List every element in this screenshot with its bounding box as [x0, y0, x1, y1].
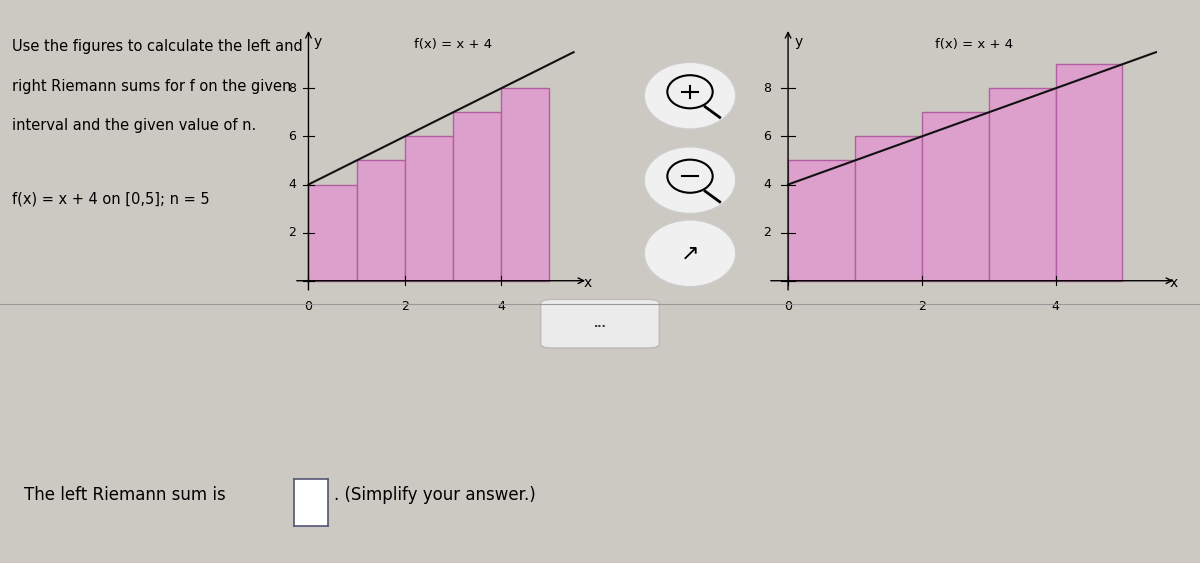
Text: 2: 2: [763, 226, 772, 239]
Bar: [1056, 64, 1122, 281]
Circle shape: [644, 220, 736, 287]
Text: 0: 0: [784, 300, 792, 313]
Bar: [502, 88, 550, 281]
Text: f(x) = x + 4 on [0,5]; n = 5: f(x) = x + 4 on [0,5]; n = 5: [12, 191, 210, 207]
Text: 4: 4: [288, 178, 296, 191]
FancyBboxPatch shape: [541, 300, 659, 348]
Circle shape: [644, 62, 736, 129]
Text: 8: 8: [288, 82, 296, 95]
Text: 2: 2: [401, 300, 409, 313]
Text: 6: 6: [288, 130, 296, 143]
Text: Use the figures to calculate the left and: Use the figures to calculate the left an…: [12, 39, 302, 55]
Bar: [989, 88, 1056, 281]
Text: f(x) = x + 4: f(x) = x + 4: [414, 38, 493, 51]
Text: interval and the given value of n.: interval and the given value of n.: [12, 118, 257, 133]
Text: ↗: ↗: [680, 243, 700, 263]
Bar: [356, 160, 404, 281]
Text: 4: 4: [1051, 300, 1060, 313]
Bar: [854, 136, 922, 281]
Text: y: y: [313, 35, 322, 50]
Bar: [404, 136, 454, 281]
Text: 2: 2: [918, 300, 925, 313]
Text: 0: 0: [305, 300, 312, 313]
Text: y: y: [794, 35, 803, 50]
Text: . (Simplify your answer.): . (Simplify your answer.): [334, 486, 535, 504]
Bar: [308, 185, 356, 281]
Text: x: x: [583, 276, 592, 291]
Text: x: x: [1169, 276, 1177, 291]
Text: The left Riemann sum is: The left Riemann sum is: [24, 486, 226, 504]
Circle shape: [644, 146, 736, 213]
Text: ...: ...: [594, 319, 606, 329]
Text: 4: 4: [497, 300, 505, 313]
Bar: [788, 160, 854, 281]
Bar: [454, 113, 502, 281]
Bar: [922, 113, 989, 281]
Text: 8: 8: [763, 82, 772, 95]
Text: 6: 6: [763, 130, 772, 143]
Text: 2: 2: [288, 226, 296, 239]
Text: right Riemann sums for f on the given: right Riemann sums for f on the given: [12, 79, 292, 94]
Text: f(x) = x + 4: f(x) = x + 4: [935, 38, 1013, 51]
Text: 4: 4: [763, 178, 772, 191]
